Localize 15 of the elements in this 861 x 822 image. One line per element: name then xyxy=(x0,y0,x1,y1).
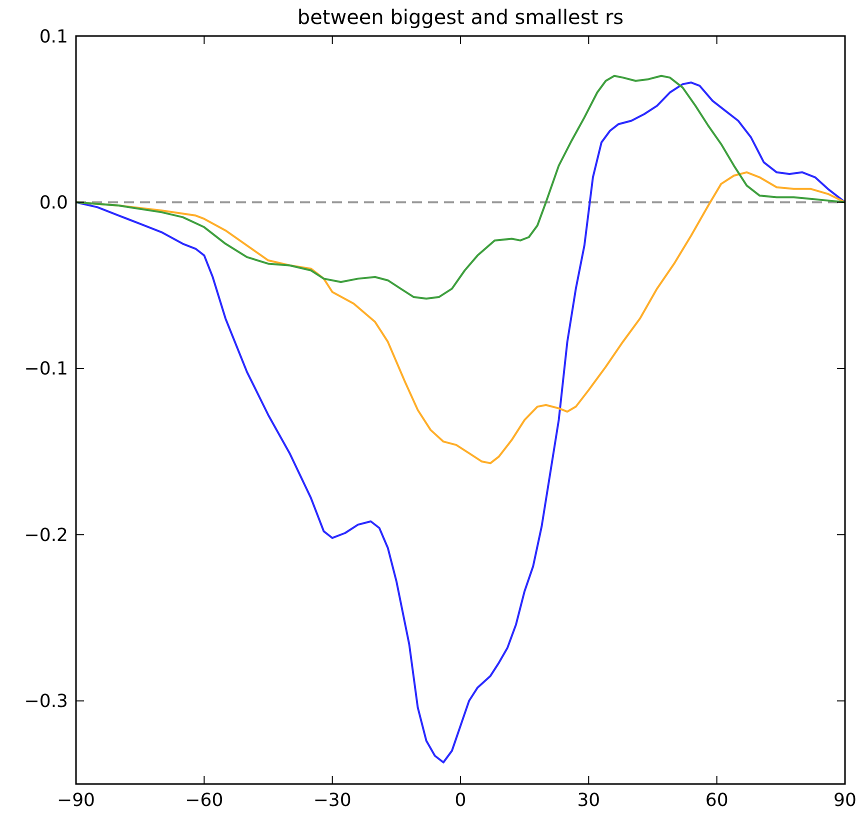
line-series xyxy=(75,82,846,764)
x-tick-label: 0 xyxy=(454,790,466,811)
x-tick-label: −30 xyxy=(313,790,352,811)
chart-title: between biggest and smallest rs xyxy=(297,5,624,29)
y-tick-label: 0.0 xyxy=(39,192,68,214)
x-tick-label: 30 xyxy=(577,790,600,811)
line-series xyxy=(75,74,846,300)
x-tick-label: −60 xyxy=(185,790,224,811)
x-tick-label: 90 xyxy=(834,790,856,811)
y-tick-label: −0.3 xyxy=(24,691,68,712)
y-tick-label: −0.2 xyxy=(24,524,68,546)
y-tick-label: −0.1 xyxy=(24,358,68,380)
x-tick-label: −90 xyxy=(57,790,95,811)
y-tick-label: 0.1 xyxy=(39,26,68,48)
x-tick-label: 60 xyxy=(705,790,728,811)
